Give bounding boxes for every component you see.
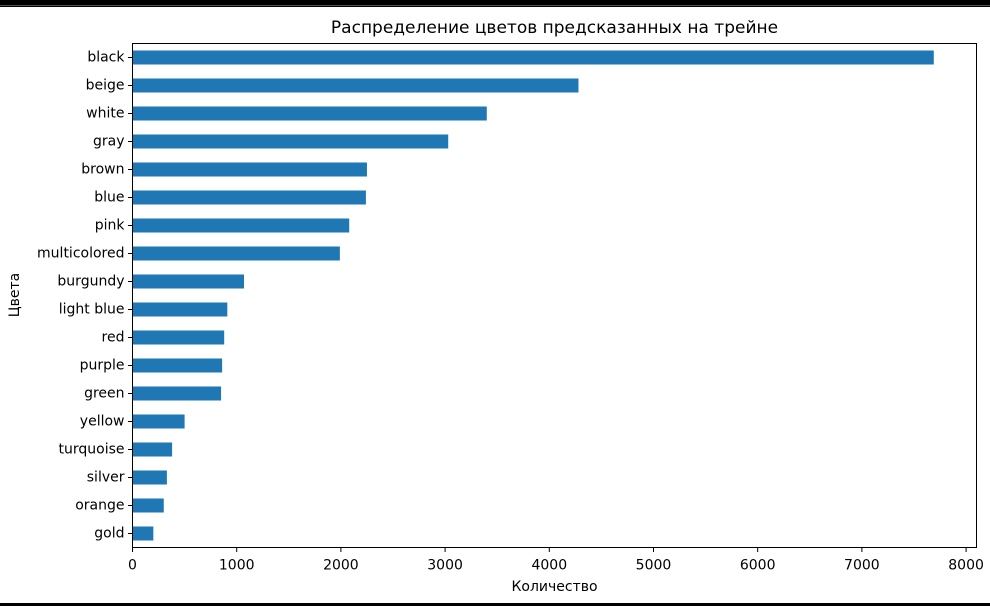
y-tick-label-burgundy: burgundy (57, 274, 124, 290)
bar-blue (132, 190, 366, 205)
y-tick-label-brown: brown (81, 162, 124, 178)
bar-turquoise (132, 442, 173, 457)
bar-green (132, 386, 222, 401)
x-axis-label: Количество (511, 579, 597, 595)
bar-gray (132, 134, 449, 149)
bar-light-blue (132, 302, 228, 317)
window-top-border (0, 0, 990, 7)
y-tick-label-orange: orange (75, 498, 124, 514)
y-axis-ticks: black beige white gray brown blue pink multicol… (37, 50, 133, 542)
x-tick-label-5000: 5000 (636, 558, 672, 574)
bar-black (132, 50, 934, 65)
x-tick-label-7000: 7000 (844, 558, 880, 574)
x-tick-label-8000: 8000 (948, 558, 984, 574)
x-tick-label-4000: 4000 (531, 558, 567, 574)
y-tick-label-gold: gold (94, 526, 124, 542)
bar-multicolored (132, 246, 340, 261)
y-tick-label-beige: beige (86, 78, 125, 94)
y-tick-label-green: green (84, 386, 124, 402)
bar-pink (132, 218, 350, 233)
bar-silver (132, 470, 167, 485)
bar-beige (132, 78, 579, 93)
y-tick-label-multicolored: multicolored (37, 246, 124, 262)
x-tick-label-0: 0 (128, 558, 137, 574)
y-tick-label-light-blue: light blue (59, 302, 125, 318)
bar-purple (132, 358, 223, 373)
y-axis-label: Цвета (7, 273, 23, 317)
bar-yellow (132, 414, 185, 429)
bars-group (132, 50, 934, 541)
y-tick-label-silver: silver (87, 470, 125, 486)
x-tick-label-3000: 3000 (427, 558, 463, 574)
plot-frame (132, 43, 977, 548)
bar-gold (132, 526, 154, 541)
y-tick-label-purple: purple (80, 358, 125, 374)
x-tick-label-1000: 1000 (219, 558, 255, 574)
y-tick-label-blue: blue (94, 190, 124, 206)
x-axis-ticks: 0 1000 2000 3000 4000 5000 6000 7000 8000 (128, 547, 984, 574)
y-tick-label-turquoise: turquoise (59, 442, 125, 458)
bar-white (132, 106, 487, 121)
y-tick-label-yellow: yellow (80, 414, 125, 430)
bar-orange (132, 498, 164, 513)
y-tick-label-red: red (102, 330, 125, 346)
chart-title: Распределение цветов предсказанных на тр… (331, 18, 778, 38)
y-tick-label-white: white (86, 106, 124, 122)
y-tick-label-gray: gray (93, 134, 125, 150)
window-bottom-border (0, 603, 990, 606)
bar-red (132, 330, 225, 345)
bar-burgundy (132, 274, 244, 289)
y-tick-label-black: black (87, 50, 125, 66)
y-tick-label-pink: pink (95, 218, 126, 234)
bar-brown (132, 162, 367, 177)
x-tick-label-6000: 6000 (740, 558, 776, 574)
x-tick-label-2000: 2000 (323, 558, 359, 574)
